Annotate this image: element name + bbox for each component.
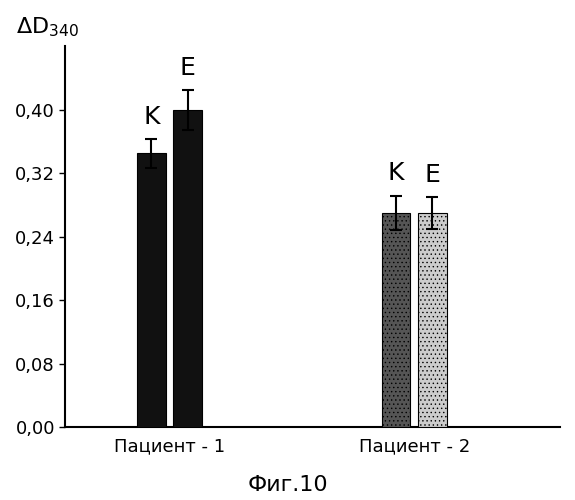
Text: E: E	[424, 163, 440, 187]
Bar	[382, 213, 411, 428]
Bar	[174, 110, 202, 428]
Text: Фиг.10: Фиг.10	[247, 475, 328, 495]
Text: K: K	[388, 161, 404, 185]
Text: $\Delta$D$_{340}$: $\Delta$D$_{340}$	[16, 15, 79, 38]
Bar	[137, 154, 166, 428]
Bar	[418, 213, 447, 428]
Text: K: K	[143, 105, 160, 129]
Text: E: E	[180, 56, 196, 80]
